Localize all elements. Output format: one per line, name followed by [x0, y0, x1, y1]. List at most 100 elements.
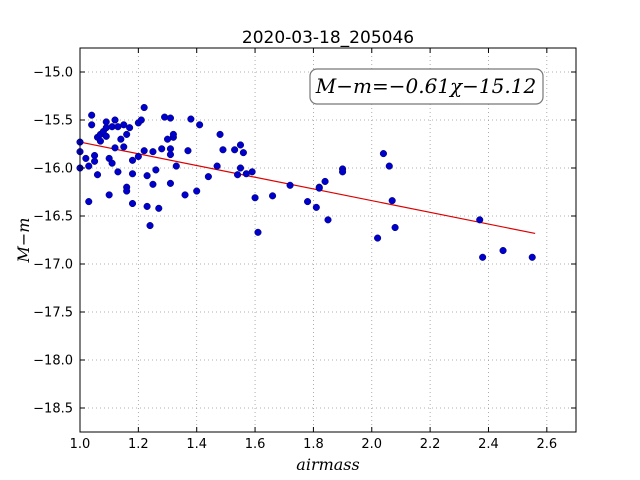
data-point — [128, 170, 137, 178]
data-point — [187, 115, 195, 123]
data-point — [158, 145, 166, 153]
data-point — [102, 132, 110, 140]
data-point — [140, 103, 148, 112]
data-point — [236, 164, 245, 172]
fit-line-layer — [79, 141, 536, 235]
y-tick-label: −18.5 — [33, 402, 73, 417]
y-tick-label: −15.0 — [33, 66, 73, 81]
data-point — [172, 162, 180, 170]
y-tick-label: −16.5 — [33, 210, 73, 225]
data-point — [123, 187, 131, 195]
x-tick-label: 1.8 — [303, 437, 324, 452]
data-point — [388, 197, 396, 205]
y-axis-ticks: −15.0 −15.5 −16.0 −16.5 −17.0 −17.5 −18.0 −18.5 — [33, 66, 576, 417]
data-point — [85, 198, 93, 206]
data-point — [234, 171, 242, 179]
data-point — [379, 150, 387, 158]
data-point — [143, 172, 151, 180]
data-point — [114, 168, 122, 176]
data-point — [339, 168, 347, 176]
x-tick-label: 2.4 — [478, 437, 499, 452]
grid-lines — [79, 48, 576, 432]
fit-line — [79, 141, 536, 235]
data-point — [134, 152, 142, 161]
data-point — [166, 179, 174, 187]
data-point — [120, 143, 128, 151]
x-tick-label: 2.0 — [361, 437, 382, 452]
data-point — [196, 121, 204, 129]
data-point — [476, 216, 484, 224]
x-tick-label: 2.6 — [536, 437, 557, 452]
data-point — [499, 247, 507, 255]
x-tick-label: 2.2 — [420, 437, 441, 452]
data-point — [374, 234, 382, 242]
x-axis-ticks: 1.0 1.2 1.4 1.6 1.8 2.0 2.2 2.4 2.6 — [70, 48, 557, 452]
data-point — [137, 116, 145, 124]
y-axis-label: M−m — [14, 218, 33, 264]
x-tick-label: 1.6 — [245, 437, 266, 452]
data-point — [236, 141, 245, 149]
data-point — [146, 222, 154, 230]
data-point — [105, 191, 113, 199]
data-point — [88, 121, 96, 129]
data-point — [385, 162, 393, 170]
chart-title: 2020-03-18_205046 — [242, 28, 414, 48]
data-point — [93, 171, 102, 179]
x-tick-label: 1.4 — [186, 437, 207, 452]
data-point — [123, 130, 131, 138]
data-point — [528, 253, 536, 261]
data-point — [102, 124, 110, 132]
data-point — [161, 113, 169, 121]
data-point — [85, 162, 93, 170]
equation-annotation-box: M−m=−0.61χ−15.12 — [309, 68, 544, 105]
data-point — [248, 168, 256, 176]
data-point — [117, 135, 125, 143]
data-point — [82, 154, 90, 162]
y-tick-label: −17.0 — [33, 258, 73, 273]
x-tick-label: 1.0 — [70, 437, 91, 452]
data-point — [108, 159, 116, 167]
data-point — [286, 181, 294, 189]
data-point — [140, 147, 148, 155]
data-point — [184, 147, 192, 155]
data-point — [479, 253, 487, 261]
data-point — [193, 187, 201, 195]
data-point — [126, 124, 134, 132]
plot-frame — [79, 47, 577, 433]
data-point — [91, 157, 99, 165]
data-point — [155, 204, 163, 212]
data-point — [128, 156, 137, 164]
y-tick-label: −18.0 — [33, 354, 73, 369]
data-point — [216, 130, 224, 138]
data-point — [111, 144, 119, 152]
data-point — [231, 146, 239, 154]
data-point — [149, 180, 157, 188]
data-point — [181, 191, 189, 199]
y-tick-label: −16.0 — [33, 162, 73, 177]
data-point — [169, 130, 177, 138]
data-point — [166, 151, 174, 159]
x-axis-label: airmass — [296, 455, 359, 474]
data-point — [321, 177, 329, 185]
data-point — [120, 121, 128, 129]
data-point — [324, 216, 332, 224]
data-point — [213, 162, 221, 170]
data-point — [269, 192, 277, 200]
data-point — [111, 116, 119, 124]
data-point — [312, 203, 320, 211]
data-point — [143, 202, 151, 210]
data-point — [166, 114, 174, 122]
equation-annotation: M−m=−0.61χ−15.12 — [315, 74, 536, 98]
data-point — [219, 146, 227, 154]
data-point — [304, 198, 312, 206]
data-point — [152, 166, 160, 174]
data-point — [251, 194, 259, 202]
data-point — [96, 137, 104, 145]
y-tick-label: −17.5 — [33, 306, 73, 321]
data-point — [149, 148, 157, 156]
data-points — [76, 103, 536, 261]
x-tick-label: 1.2 — [128, 437, 149, 452]
data-point — [391, 223, 399, 232]
data-point — [88, 111, 96, 119]
